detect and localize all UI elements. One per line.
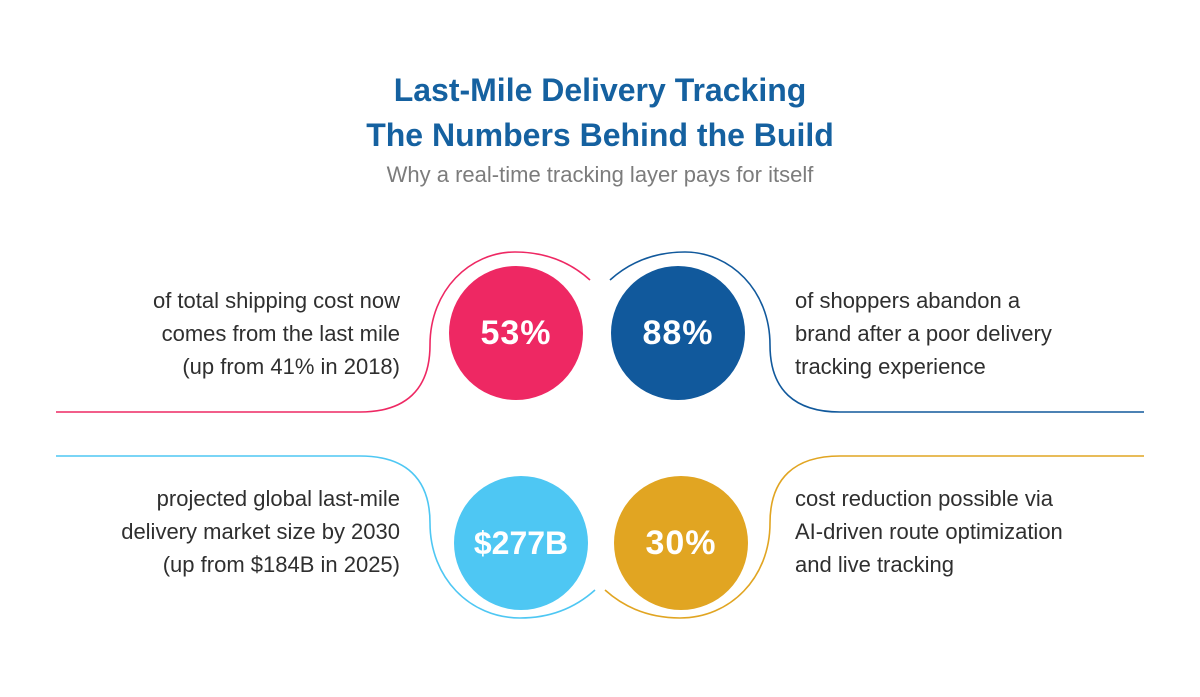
- stat-description-30: cost reduction possible via AI-driven ro…: [795, 482, 1155, 581]
- connector-30: [604, 455, 1144, 619]
- stat-description-88: of shoppers abandon a brand after a poor…: [795, 284, 1155, 383]
- desc-line: delivery market size by 2030: [121, 519, 400, 544]
- desc-line: AI-driven route optimization: [795, 519, 1063, 544]
- title-line-2: The Numbers Behind the Build: [366, 117, 834, 153]
- desc-line: cost reduction possible via: [795, 486, 1054, 511]
- connector-277b: [56, 455, 596, 619]
- desc-line: of shoppers abandon a: [795, 288, 1021, 313]
- stat-description-277b: projected global last-mile delivery mark…: [40, 482, 400, 581]
- desc-line: (up from $184B in 2025): [162, 552, 400, 577]
- subtitle: Why a real-time tracking layer pays for …: [386, 162, 814, 187]
- stat-circle-88: 88%: [611, 266, 745, 400]
- desc-line: projected global last-mile: [156, 486, 400, 511]
- desc-line: and live tracking: [795, 552, 954, 577]
- desc-line: comes from the last mile: [161, 321, 400, 346]
- title-line-1: Last-Mile Delivery Tracking: [393, 72, 807, 108]
- desc-line: tracking experience: [795, 354, 986, 379]
- desc-line: of total shipping cost now: [152, 288, 400, 313]
- stat-circle-30: 30%: [614, 476, 748, 610]
- connector-88: [609, 251, 1144, 413]
- connector-53: [56, 251, 591, 413]
- desc-line: brand after a poor delivery: [795, 321, 1052, 346]
- desc-line: (up from 41% in 2018): [182, 354, 400, 379]
- stat-circle-53: 53%: [449, 266, 583, 400]
- stat-circle-277b: $277B: [454, 476, 588, 610]
- stat-description-53: of total shipping cost now comes from th…: [40, 284, 400, 383]
